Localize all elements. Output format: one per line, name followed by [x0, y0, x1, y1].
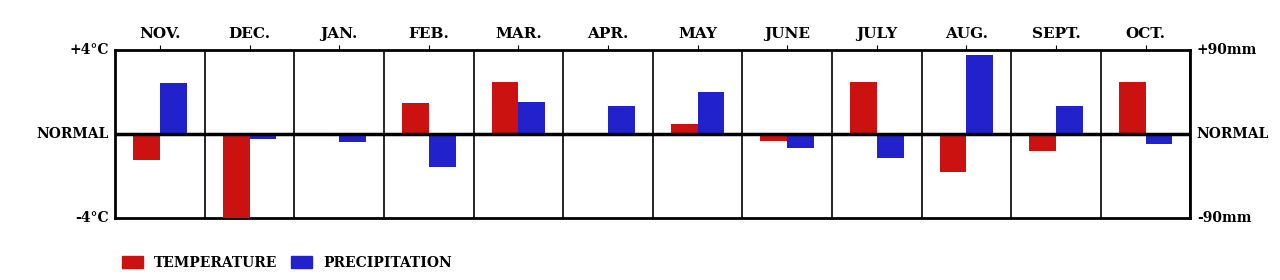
Bar — [850, 82, 877, 134]
Bar — [1146, 134, 1172, 144]
Legend: TEMPERATURE, PRECIPITATION: TEMPERATURE, PRECIPITATION — [122, 256, 452, 270]
Bar — [671, 124, 698, 134]
Bar — [133, 134, 160, 160]
Bar — [940, 134, 966, 172]
Bar — [339, 134, 366, 142]
Bar — [429, 134, 456, 167]
Bar — [1056, 106, 1083, 134]
Text: NORMAL: NORMAL — [37, 127, 109, 141]
Text: -4°C: -4°C — [76, 211, 109, 225]
Bar — [1029, 134, 1056, 151]
Text: -90mm: -90mm — [1197, 211, 1252, 225]
Bar — [698, 92, 724, 134]
Text: +4°C: +4°C — [69, 43, 109, 57]
Bar — [760, 134, 787, 141]
Bar — [492, 82, 518, 134]
Bar — [250, 134, 276, 139]
Bar — [223, 134, 250, 218]
Bar — [787, 134, 814, 148]
Bar — [877, 134, 904, 158]
Bar — [608, 106, 635, 134]
Text: NORMAL: NORMAL — [1197, 127, 1268, 141]
Bar — [966, 55, 993, 134]
Text: +90mm: +90mm — [1197, 43, 1257, 57]
Bar — [1119, 82, 1146, 134]
Bar — [402, 103, 429, 134]
Bar — [518, 102, 545, 134]
Bar — [160, 83, 187, 134]
